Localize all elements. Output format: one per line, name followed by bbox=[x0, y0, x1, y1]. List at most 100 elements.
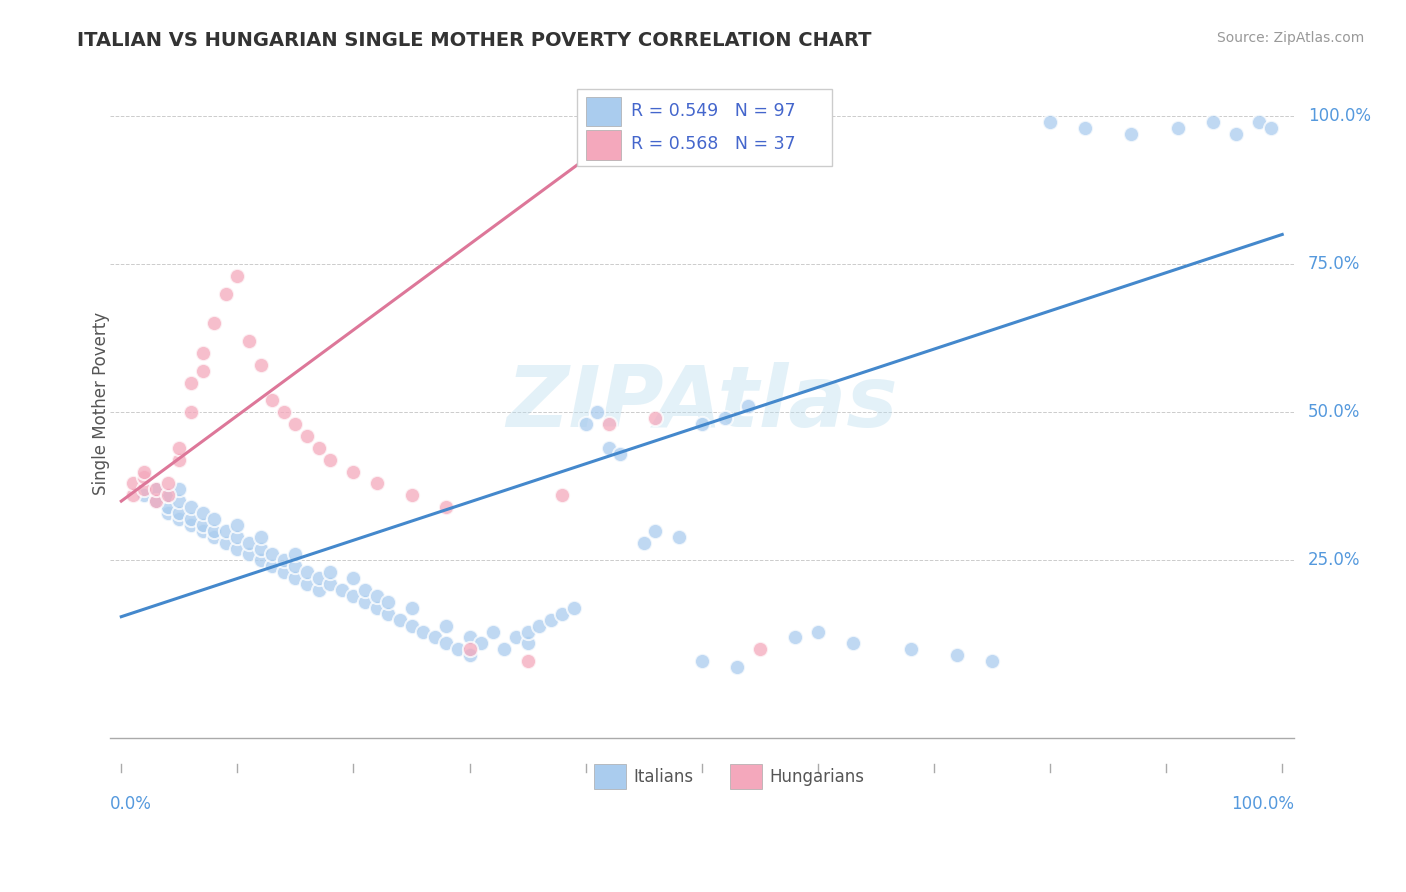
Point bbox=[447, 642, 470, 657]
Point bbox=[238, 334, 260, 348]
FancyBboxPatch shape bbox=[730, 764, 762, 789]
FancyBboxPatch shape bbox=[586, 96, 621, 126]
Point bbox=[516, 636, 538, 650]
Point bbox=[226, 517, 249, 532]
Point bbox=[169, 441, 191, 455]
Point bbox=[262, 559, 284, 574]
Point bbox=[202, 524, 225, 538]
Point bbox=[284, 571, 307, 585]
Point bbox=[481, 624, 503, 639]
Point bbox=[644, 411, 666, 425]
Point bbox=[273, 553, 295, 567]
Point bbox=[145, 494, 167, 508]
Point bbox=[494, 642, 516, 657]
Text: ZIPAtlas: ZIPAtlas bbox=[506, 362, 897, 445]
Point bbox=[169, 452, 191, 467]
Point bbox=[180, 517, 202, 532]
Point bbox=[586, 405, 609, 419]
Text: R = 0.549   N = 97: R = 0.549 N = 97 bbox=[631, 102, 796, 120]
Point bbox=[169, 494, 191, 508]
Y-axis label: Single Mother Poverty: Single Mother Poverty bbox=[93, 312, 110, 495]
Point bbox=[388, 613, 411, 627]
Point bbox=[249, 358, 271, 372]
Point bbox=[1247, 115, 1270, 129]
Point bbox=[377, 607, 399, 621]
Point bbox=[366, 476, 388, 491]
Point bbox=[249, 553, 271, 567]
Point bbox=[458, 631, 481, 645]
Point bbox=[529, 618, 551, 632]
Point bbox=[366, 589, 388, 603]
Point bbox=[354, 582, 377, 597]
Text: 75.0%: 75.0% bbox=[1308, 255, 1361, 273]
Point bbox=[238, 548, 260, 562]
Point bbox=[401, 600, 423, 615]
Text: ITALIAN VS HUNGARIAN SINGLE MOTHER POVERTY CORRELATION CHART: ITALIAN VS HUNGARIAN SINGLE MOTHER POVER… bbox=[77, 31, 872, 50]
Point bbox=[202, 530, 225, 544]
Point bbox=[284, 548, 307, 562]
FancyBboxPatch shape bbox=[586, 130, 621, 160]
Text: Hungarians: Hungarians bbox=[769, 768, 865, 786]
Point bbox=[273, 566, 295, 580]
Point bbox=[783, 631, 806, 645]
Point bbox=[562, 600, 585, 615]
Point bbox=[249, 541, 271, 556]
Point bbox=[1121, 127, 1143, 141]
Point bbox=[434, 618, 457, 632]
Text: 100.0%: 100.0% bbox=[1230, 795, 1294, 814]
Point bbox=[458, 648, 481, 663]
Point bbox=[215, 524, 238, 538]
Point bbox=[262, 548, 284, 562]
Point bbox=[551, 488, 574, 502]
Point bbox=[748, 642, 770, 657]
Point bbox=[122, 488, 145, 502]
Point bbox=[1225, 127, 1247, 141]
Text: Source: ZipAtlas.com: Source: ZipAtlas.com bbox=[1216, 31, 1364, 45]
Point bbox=[180, 376, 202, 390]
Point bbox=[470, 636, 492, 650]
Point bbox=[725, 660, 748, 674]
Point bbox=[633, 535, 655, 549]
Point bbox=[1167, 120, 1189, 135]
Point bbox=[156, 500, 179, 514]
Point bbox=[516, 654, 538, 668]
Point bbox=[169, 506, 191, 520]
Point bbox=[249, 530, 271, 544]
Point bbox=[1074, 120, 1097, 135]
Text: 0.0%: 0.0% bbox=[110, 795, 152, 814]
Point bbox=[202, 316, 225, 330]
Point bbox=[295, 577, 318, 591]
Point bbox=[262, 393, 284, 408]
Point bbox=[284, 559, 307, 574]
Point bbox=[134, 483, 156, 497]
Point bbox=[308, 571, 330, 585]
Point bbox=[575, 417, 598, 431]
Point bbox=[516, 624, 538, 639]
Point bbox=[156, 476, 179, 491]
Point bbox=[412, 624, 434, 639]
Point bbox=[191, 524, 214, 538]
Point bbox=[191, 506, 214, 520]
Point bbox=[377, 595, 399, 609]
FancyBboxPatch shape bbox=[593, 764, 626, 789]
Point bbox=[319, 577, 342, 591]
Point bbox=[191, 517, 214, 532]
Point bbox=[226, 268, 249, 283]
Point bbox=[191, 364, 214, 378]
Point bbox=[668, 530, 690, 544]
Point bbox=[330, 582, 353, 597]
Point bbox=[551, 607, 574, 621]
Point bbox=[540, 613, 562, 627]
Text: 100.0%: 100.0% bbox=[1308, 107, 1371, 125]
Point bbox=[423, 631, 446, 645]
Point bbox=[434, 500, 457, 514]
Point bbox=[401, 618, 423, 632]
FancyBboxPatch shape bbox=[578, 88, 832, 166]
Point bbox=[238, 535, 260, 549]
Point bbox=[690, 654, 713, 668]
Point bbox=[122, 476, 145, 491]
Point bbox=[434, 636, 457, 650]
Point bbox=[598, 441, 620, 455]
Point bbox=[295, 429, 318, 443]
Point bbox=[215, 535, 238, 549]
